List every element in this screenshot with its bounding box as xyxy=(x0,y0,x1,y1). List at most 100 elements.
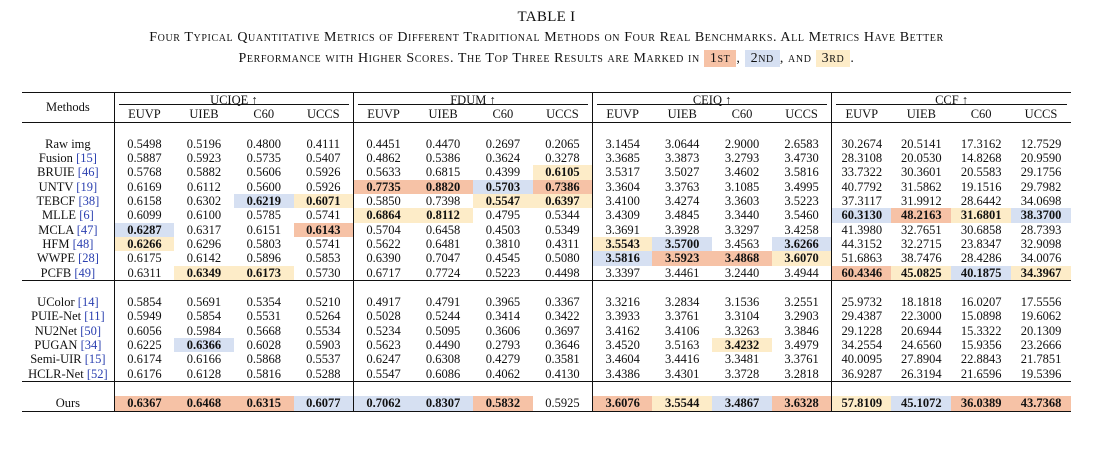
citation-link[interactable]: [50] xyxy=(80,323,102,338)
metric-cell: 43.7368 xyxy=(1011,396,1071,412)
citation-link[interactable]: [49] xyxy=(74,265,96,280)
citation-link[interactable]: [11] xyxy=(84,309,105,324)
metric-cell: 17.3162 xyxy=(960,136,1002,151)
metric-cell: 3.5223 xyxy=(784,194,819,209)
metric-cell: 0.6028 xyxy=(246,338,281,353)
metric-cell: 0.5803 xyxy=(246,236,281,251)
metric-cell: 28.6442 xyxy=(960,194,1002,209)
metric-cell: 0.5854 xyxy=(113,295,175,310)
metric-cell: 34.3967 xyxy=(1011,265,1071,281)
metric-cell: 0.5704 xyxy=(352,222,414,237)
metric-cell: 0.6367 xyxy=(113,396,175,412)
metric-cell: 0.5534 xyxy=(306,323,341,338)
method-label: PCFB xyxy=(40,265,72,280)
metric-cell: 3.1454 xyxy=(592,136,653,152)
metric-cell: 28.3108 xyxy=(831,151,892,166)
metric-cell: 19.6062 xyxy=(1020,309,1062,324)
citation-link[interactable]: [48] xyxy=(72,236,94,251)
metric-cell: 0.5850 xyxy=(352,194,414,209)
metric-cell: 0.4498 xyxy=(545,265,580,280)
metric-cell: 0.5264 xyxy=(306,309,341,324)
table-row: Ours 0.6367 0.6468 0.6315 0.6077 0.7062 0.8307… xyxy=(22,396,1071,412)
metric-cell: 30.6858 xyxy=(960,222,1002,237)
metric-cell: 0.4917 xyxy=(352,295,414,310)
section-rule xyxy=(22,380,1071,397)
citation-link[interactable]: [15] xyxy=(84,352,106,367)
method-name: PUIE-Net [11] xyxy=(22,309,114,323)
metric-cell: 3.5923 xyxy=(652,251,713,266)
metric-cell: 0.6864 xyxy=(352,208,414,223)
method-label: HFM xyxy=(42,236,70,251)
metric-cell: 3.2440 xyxy=(724,265,760,280)
citation-link[interactable]: [34] xyxy=(80,338,102,353)
citation-link[interactable]: [19] xyxy=(76,179,98,194)
method-name: WWPE [28] xyxy=(22,251,114,265)
metric-cell: 38.3700 xyxy=(1011,208,1071,223)
citation-link[interactable]: [28] xyxy=(78,251,99,266)
metric-cell: 3.2834 xyxy=(665,295,700,310)
metric-cell: 20.9590 xyxy=(1020,151,1062,166)
metric-cell: 15.0898 xyxy=(960,309,1002,324)
metric-cell: 0.6143 xyxy=(293,222,354,237)
metric-cell: 0.5896 xyxy=(246,251,281,266)
metric-cell: 0.6169 xyxy=(113,179,175,195)
metric-cell: 3.6328 xyxy=(771,396,832,412)
citation-link[interactable]: [38] xyxy=(78,194,100,209)
metric-cell: 0.3810 xyxy=(485,236,521,251)
metric-cell: 0.3606 xyxy=(485,323,521,338)
metric-cell: 0.6366 xyxy=(174,338,234,353)
metric-cell: 3.6070 xyxy=(771,251,832,266)
citation-link[interactable]: [14] xyxy=(77,295,99,310)
metric-cell: 0.3624 xyxy=(485,151,521,166)
metric-cell: 0.4795 xyxy=(485,208,521,223)
metric-cell: 21.7851 xyxy=(1020,352,1062,367)
section-rule xyxy=(22,121,1071,137)
metric-cell: 0.6481 xyxy=(425,236,461,251)
metric-cell: 17.5556 xyxy=(1020,295,1062,310)
metric-cell: 0.5925 xyxy=(545,396,580,411)
legend-second-swatch: 2nd xyxy=(744,50,780,67)
citation-link[interactable]: [15] xyxy=(76,151,97,166)
dataset-header: UCCS xyxy=(306,107,340,122)
metric-cell: 0.5622 xyxy=(352,236,414,252)
citation-link[interactable]: [46] xyxy=(77,165,99,180)
metric-cell: 0.5354 xyxy=(246,295,281,310)
metric-cell: 36.0389 xyxy=(951,396,1012,412)
method-label: MCLA xyxy=(38,222,74,237)
metric-cell: 3.4258 xyxy=(784,222,819,237)
metric-cell: 29.1756 xyxy=(1020,165,1062,180)
metric-cell: 0.4490 xyxy=(425,338,461,353)
metric-cell: 0.6086 xyxy=(425,366,461,381)
metric-cell: 0.8307 xyxy=(413,396,473,412)
metric-cell: 27.8904 xyxy=(901,352,942,367)
metric-cell: 0.5344 xyxy=(545,208,580,223)
methods-header: Methods xyxy=(22,92,115,123)
citation-link[interactable]: [47] xyxy=(76,222,98,237)
citation-link[interactable]: [52] xyxy=(86,366,108,381)
method-label: PUIE-Net xyxy=(31,309,82,324)
table-row: UColor [14] 0.5854 0.5691 0.5354 0.5210 0.491… xyxy=(22,295,1071,310)
metric-cell: 0.5349 xyxy=(545,222,580,237)
metric-cell: 29.1228 xyxy=(831,323,892,339)
metric-cell: 0.5730 xyxy=(306,265,341,280)
table-row: NU2Net [50] 0.6056 0.5984 0.5668 0.5534 0.523… xyxy=(22,323,1071,339)
metric-cell: 0.6173 xyxy=(233,265,294,281)
dataset-header: UCCS xyxy=(785,107,818,122)
metric-cell: 0.5080 xyxy=(545,251,580,266)
metric-cell: 3.3761 xyxy=(665,309,700,324)
metric-cell: 0.6158 xyxy=(113,194,175,209)
metric-cell: 3.2903 xyxy=(784,309,819,324)
metric-cell: 0.4399 xyxy=(485,165,521,180)
method-name: NU2Net [50] xyxy=(22,324,114,338)
metric-cell: 0.6176 xyxy=(113,366,175,382)
table-row: MLLE [6] 0.6099 0.6100 0.5785 0.5741 0.6864 0.… xyxy=(22,208,1071,223)
metric-cell: 0.6349 xyxy=(174,265,234,281)
metric-cell: 0.5633 xyxy=(352,165,414,180)
method-name: PUGAN [34] xyxy=(22,338,114,352)
citation-link[interactable]: [6] xyxy=(79,208,94,223)
metric-cell: 0.3422 xyxy=(545,309,580,324)
metric-cell: 3.2818 xyxy=(784,366,819,381)
table-row: WWPE [28] 0.6175 0.6142 0.5896 0.5853 0.6390 0… xyxy=(22,251,1071,266)
metric-cell: 0.6112 xyxy=(187,179,221,194)
metric-cell: 0.5887 xyxy=(113,151,175,166)
